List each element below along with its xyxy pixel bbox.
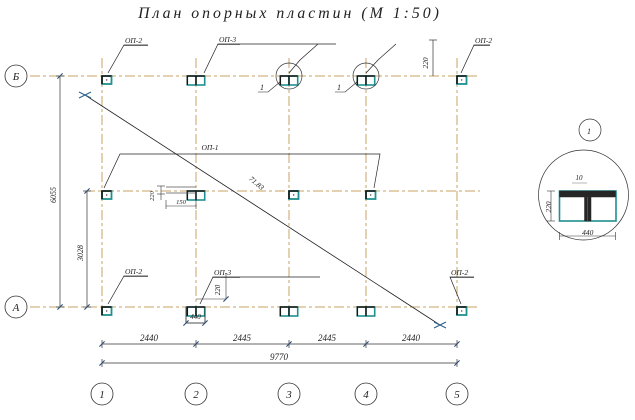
svg-text:1: 1: [260, 83, 264, 92]
svg-text:1: 1: [337, 83, 341, 92]
svg-text:ОП-2: ОП-2: [475, 36, 492, 45]
svg-text:6055: 6055: [49, 187, 58, 203]
svg-text:3: 3: [285, 389, 292, 401]
svg-text:A: A: [12, 302, 20, 314]
svg-text:2440: 2440: [140, 333, 159, 343]
svg-text:ОП-1: ОП-1: [201, 143, 218, 152]
svg-text:440: 440: [190, 313, 201, 321]
svg-text:10: 10: [576, 174, 584, 182]
svg-text:1: 1: [99, 389, 105, 401]
svg-text:220: 220: [214, 284, 222, 295]
svg-text:2445: 2445: [233, 333, 252, 343]
svg-text:2440: 2440: [402, 333, 421, 343]
svg-text:3028: 3028: [76, 245, 85, 262]
svg-text:ОП-3: ОП-3: [214, 268, 231, 277]
svg-text:Б: Б: [12, 71, 20, 83]
svg-text:2: 2: [193, 389, 199, 401]
svg-text:ОП-2: ОП-2: [125, 36, 142, 45]
svg-text:ОП-3: ОП-3: [219, 35, 236, 44]
svg-text:220: 220: [421, 57, 430, 69]
svg-text:4: 4: [363, 389, 369, 401]
svg-text:220: 220: [544, 201, 553, 213]
svg-text:440: 440: [582, 228, 594, 237]
svg-text:1: 1: [587, 127, 591, 136]
svg-text:150: 150: [176, 199, 187, 206]
svg-text:5: 5: [454, 389, 460, 401]
svg-text:План опорных пластин (М 1:50): План опорных пластин (М 1:50): [137, 5, 442, 22]
svg-text:9770: 9770: [270, 352, 289, 362]
svg-text:ОП-2: ОП-2: [451, 268, 468, 277]
svg-text:ОП-2: ОП-2: [125, 267, 142, 276]
svg-text:2445: 2445: [318, 333, 337, 343]
svg-text:220: 220: [149, 190, 156, 201]
